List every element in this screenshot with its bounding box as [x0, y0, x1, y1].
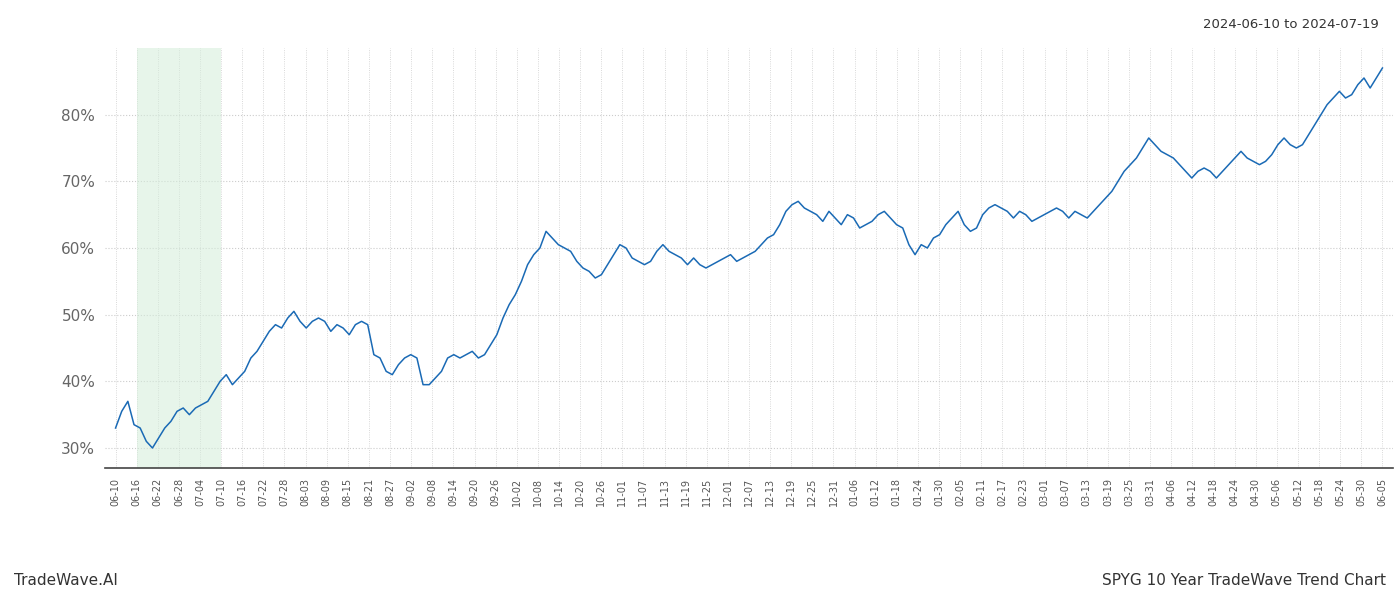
- Text: SPYG 10 Year TradeWave Trend Chart: SPYG 10 Year TradeWave Trend Chart: [1102, 573, 1386, 588]
- Bar: [137, 48, 221, 468]
- Text: 2024-06-10 to 2024-07-19: 2024-06-10 to 2024-07-19: [1203, 18, 1379, 31]
- Text: TradeWave.AI: TradeWave.AI: [14, 573, 118, 588]
